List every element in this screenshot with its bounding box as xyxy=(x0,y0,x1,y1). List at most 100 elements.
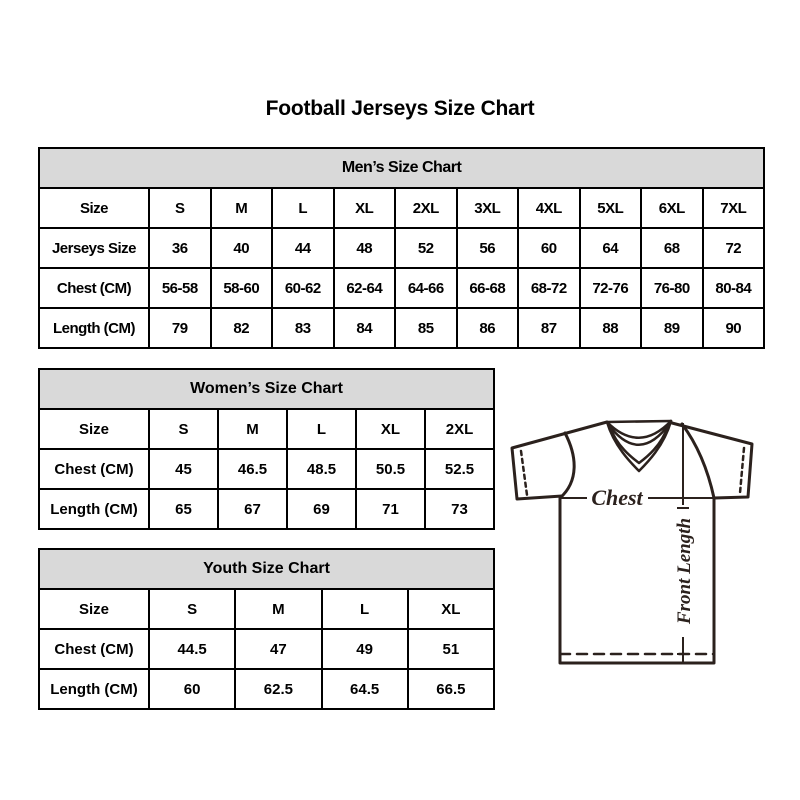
table-cell: 72-76 xyxy=(578,267,642,309)
table-title: Women’s Size Chart xyxy=(37,368,496,410)
table-row: Size S M L XL 2XL xyxy=(38,408,496,450)
page-title: Football Jerseys Size Chart xyxy=(265,97,535,120)
table-cell: 48 xyxy=(332,227,396,269)
table-cell: 76-80 xyxy=(640,267,704,309)
table-cell: 2XL xyxy=(394,187,458,229)
row-label: Length (CM) xyxy=(38,488,150,530)
table-cell: 47 xyxy=(234,628,323,670)
table-cell: 60-62 xyxy=(271,267,335,309)
jersey-collar-arc1 xyxy=(605,419,673,439)
table-cell: 72 xyxy=(701,227,766,269)
table-cell: M xyxy=(209,187,273,229)
table-cell: L xyxy=(271,187,335,229)
table-cell: 52.5 xyxy=(423,448,496,490)
table-cell: 82 xyxy=(209,307,273,349)
table-cell: 62.5 xyxy=(234,668,323,710)
table-cell: 90 xyxy=(701,307,766,349)
table-cell: 68 xyxy=(640,227,704,269)
jersey-svg: Chest Front Length xyxy=(510,419,754,665)
youth-size-table: Youth Size Chart Size S M L XL Chest (CM) 44.5… xyxy=(38,548,496,710)
table-cell: S xyxy=(147,588,237,630)
table-cell: XL xyxy=(406,588,496,630)
table-cell: 88 xyxy=(578,307,642,349)
table-cell: L xyxy=(320,588,409,630)
jersey-right-sleeve xyxy=(670,421,754,500)
table-cell: 3XL xyxy=(455,187,519,229)
table-cell: 60 xyxy=(517,227,581,269)
row-label: Size xyxy=(38,187,150,229)
table-row: Chest (CM) 44.5 47 49 51 xyxy=(38,628,496,670)
row-label: Chest (CM) xyxy=(38,267,150,309)
table-row: Chest (CM) 45 46.5 48.5 50.5 52.5 xyxy=(38,448,496,490)
table-cell: 52 xyxy=(394,227,458,269)
table-row: Chest (CM) 56-58 58-60 60-62 62-64 64-66 66-68… xyxy=(38,267,766,309)
table-cell: 50.5 xyxy=(355,448,426,490)
table-cell: 64-66 xyxy=(394,267,458,309)
table-cell: 71 xyxy=(355,488,426,530)
table-row: Size S M L XL xyxy=(38,588,496,630)
jersey-diagram: Chest Front Length xyxy=(503,398,775,676)
table-row: Length (CM) 60 62.5 64.5 66.5 xyxy=(38,668,496,710)
table-cell: 66-68 xyxy=(455,267,519,309)
table-cell: 79 xyxy=(148,307,212,349)
table-cell: 4XL xyxy=(517,187,581,229)
womens-size-table: Women’s Size Chart Size S M L XL 2XL Chest (CM… xyxy=(37,368,496,530)
jersey-collar-inner-v xyxy=(608,424,670,465)
table-cell: 69 xyxy=(286,488,357,530)
table-cell: S xyxy=(148,408,219,450)
table-cell: M xyxy=(234,588,323,630)
table-cell: 80-84 xyxy=(701,267,766,309)
jersey-collar-outer-v xyxy=(605,419,673,473)
table-cell: 48.5 xyxy=(286,448,357,490)
row-label: Jerseys Size xyxy=(38,227,150,269)
jersey-right-cuff-stitch xyxy=(738,446,746,495)
table-cell: 44 xyxy=(271,227,335,269)
table-cell: 40 xyxy=(209,227,273,269)
table-cell: 45 xyxy=(148,448,219,490)
row-label: Length (CM) xyxy=(38,307,150,349)
table-title: Men’s Size Chart xyxy=(37,147,766,189)
table-cell: 85 xyxy=(394,307,458,349)
table-cell: 86 xyxy=(455,307,519,349)
table-cell: 7XL xyxy=(701,187,766,229)
table-cell: 58-60 xyxy=(209,267,273,309)
table-cell: 65 xyxy=(148,488,219,530)
table-cell: S xyxy=(148,187,212,229)
row-label: Size xyxy=(38,408,150,450)
table-cell: 56-58 xyxy=(148,267,212,309)
table-cell: 89 xyxy=(640,307,704,349)
table-row: Size S M L XL 2XL 3XL 4XL 5XL 6XL 7XL xyxy=(38,187,766,229)
row-label: Chest (CM) xyxy=(38,628,150,670)
table-cell: 66.5 xyxy=(406,668,496,710)
table-row: Jerseys Size 36 40 44 48 52 56 60 64 68 72 xyxy=(38,227,766,269)
table-row: Length (CM) 65 67 69 71 73 xyxy=(38,488,496,530)
table-cell: 67 xyxy=(217,488,288,530)
front-length-label: Front Length xyxy=(674,518,695,625)
table-cell: 68-72 xyxy=(517,267,581,309)
table-cell: 83 xyxy=(271,307,335,349)
table-cell: 62-64 xyxy=(332,267,396,309)
table-cell: 6XL xyxy=(640,187,704,229)
row-label: Length (CM) xyxy=(38,668,150,710)
row-label: Chest (CM) xyxy=(38,448,150,490)
table-cell: 64 xyxy=(578,227,642,269)
table-cell: 2XL xyxy=(423,408,496,450)
table-cell: 44.5 xyxy=(147,628,237,670)
table-cell: M xyxy=(217,408,288,450)
table-cell: 36 xyxy=(148,227,212,269)
jersey-left-cuff-stitch xyxy=(519,449,529,497)
table-title: Youth Size Chart xyxy=(38,548,495,590)
table-cell: 51 xyxy=(406,628,496,670)
table-cell: 49 xyxy=(320,628,409,670)
jersey-collar-arc2 xyxy=(606,421,672,446)
table-cell: 87 xyxy=(517,307,581,349)
table-cell: XL xyxy=(332,187,396,229)
table-cell: 60 xyxy=(147,668,237,710)
jersey-collar-top xyxy=(605,419,673,424)
table-cell: 73 xyxy=(423,488,496,530)
table-title-row: Men’s Size Chart xyxy=(37,147,766,189)
jersey-left-sleeve xyxy=(510,420,609,501)
table-cell: 64.5 xyxy=(320,668,409,710)
table-title-row: Women’s Size Chart xyxy=(37,368,496,410)
